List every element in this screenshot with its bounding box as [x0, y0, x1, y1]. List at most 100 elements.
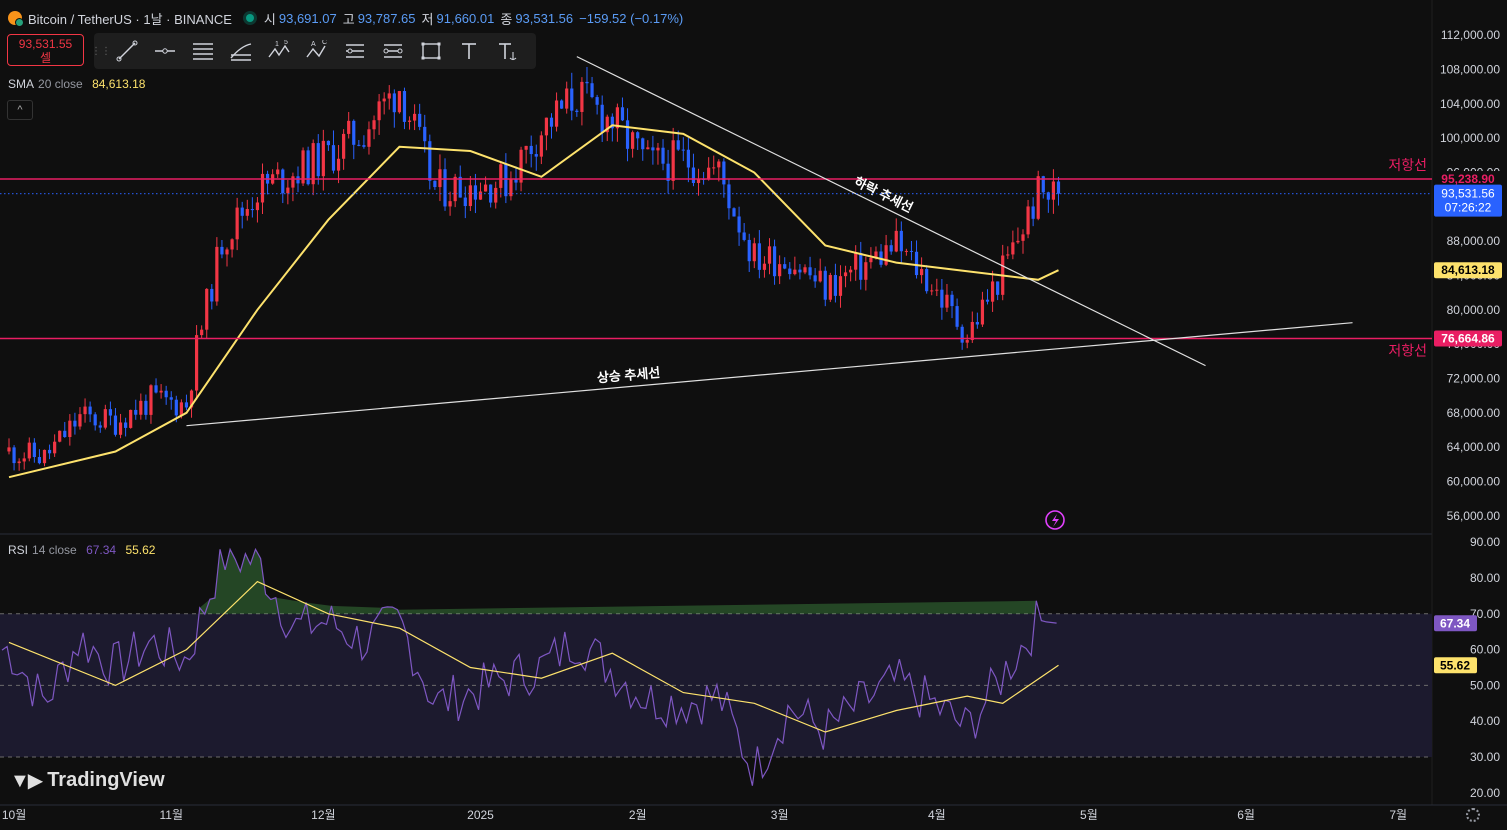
candle[interactable] [808, 256, 812, 280]
candle[interactable] [88, 401, 92, 423]
candle[interactable] [357, 140, 361, 147]
candle[interactable] [17, 458, 21, 471]
gear-icon[interactable] [1466, 808, 1480, 822]
candle[interactable] [397, 90, 401, 114]
candle[interactable] [600, 95, 604, 142]
rsi-ma-line[interactable] [8, 580, 1059, 733]
candle[interactable] [7, 438, 11, 455]
candle[interactable] [1016, 227, 1020, 244]
trend-line-icon[interactable] [108, 33, 146, 69]
candle[interactable] [377, 94, 381, 135]
candle[interactable] [210, 284, 214, 310]
candle[interactable] [717, 159, 721, 182]
candle[interactable] [565, 81, 569, 114]
candle[interactable] [661, 139, 665, 171]
candle[interactable] [651, 135, 655, 165]
candle[interactable] [646, 140, 650, 150]
candle[interactable] [68, 414, 72, 446]
candle[interactable] [580, 77, 584, 126]
candle[interactable] [975, 312, 979, 329]
candle[interactable] [402, 87, 407, 130]
text-icon[interactable] [450, 33, 488, 69]
candle[interactable] [321, 129, 325, 191]
candle[interactable] [220, 240, 224, 259]
candle[interactable] [595, 94, 599, 115]
candle[interactable] [98, 421, 102, 433]
candle[interactable] [245, 199, 249, 221]
candle[interactable] [108, 401, 112, 426]
candle[interactable] [463, 186, 467, 219]
candle[interactable] [823, 266, 827, 307]
candle[interactable] [281, 168, 285, 204]
candle[interactable] [1046, 191, 1050, 213]
candle[interactable] [803, 264, 807, 275]
candle[interactable] [260, 163, 265, 215]
candle[interactable] [448, 191, 452, 216]
candle[interactable] [494, 181, 498, 209]
tradingview-logo[interactable]: ▼▶ TradingView [10, 768, 165, 793]
candle[interactable] [859, 241, 863, 290]
candle[interactable] [641, 137, 645, 161]
candle[interactable] [570, 72, 574, 121]
candle[interactable] [965, 334, 969, 349]
candle[interactable] [53, 434, 57, 457]
candle[interactable] [950, 290, 954, 319]
candle[interactable] [489, 184, 493, 208]
candle[interactable] [78, 407, 82, 430]
candle[interactable] [869, 247, 873, 269]
candle[interactable] [352, 119, 356, 160]
candle[interactable] [129, 409, 133, 429]
candle[interactable] [347, 111, 351, 139]
candle[interactable] [707, 157, 711, 181]
candle[interactable] [925, 265, 929, 294]
sma-legend[interactable]: SMA 20 close 84,613.18 [8, 77, 145, 91]
candle[interactable] [615, 103, 619, 142]
candle[interactable] [326, 140, 331, 151]
candle[interactable] [793, 256, 797, 276]
candle[interactable] [691, 153, 696, 187]
rectangle-icon[interactable] [412, 33, 450, 69]
candle[interactable] [980, 291, 985, 327]
candle[interactable] [889, 239, 893, 255]
candle[interactable] [205, 288, 209, 339]
candle[interactable] [1031, 197, 1035, 227]
candle[interactable] [387, 85, 391, 110]
candle[interactable] [438, 154, 442, 202]
candle[interactable] [722, 158, 726, 198]
candle[interactable] [727, 178, 731, 220]
anchored-text-icon[interactable] [488, 33, 526, 69]
candle[interactable] [762, 256, 767, 278]
candle[interactable] [149, 384, 153, 424]
candle[interactable] [372, 115, 376, 140]
candle[interactable] [468, 176, 472, 212]
candle[interactable] [529, 135, 533, 168]
candle[interactable] [767, 238, 772, 275]
candle[interactable] [194, 325, 199, 400]
sell-button[interactable]: 93,531.55 셀 [7, 34, 84, 66]
candle[interactable] [1056, 176, 1061, 206]
candle[interactable] [250, 197, 254, 218]
date-range-icon[interactable] [336, 33, 374, 69]
horizontal-ray-icon[interactable] [146, 33, 184, 69]
candle[interactable] [291, 172, 295, 202]
candle[interactable] [1021, 229, 1025, 254]
candle[interactable] [712, 155, 716, 175]
market-status-icon[interactable] [245, 14, 254, 22]
candle[interactable] [336, 145, 341, 184]
candle[interactable] [732, 207, 736, 217]
candle[interactable] [93, 412, 97, 431]
candle[interactable] [32, 438, 36, 463]
candle[interactable] [636, 131, 640, 150]
candle[interactable] [849, 265, 853, 282]
candle[interactable] [392, 89, 396, 128]
sma-line[interactable] [8, 124, 1059, 479]
flash-event-icon[interactable] [1045, 510, 1065, 530]
candle[interactable] [930, 284, 934, 296]
candle[interactable] [778, 255, 782, 285]
candle[interactable] [914, 240, 919, 279]
candle[interactable] [458, 165, 462, 198]
candle[interactable] [666, 149, 670, 194]
